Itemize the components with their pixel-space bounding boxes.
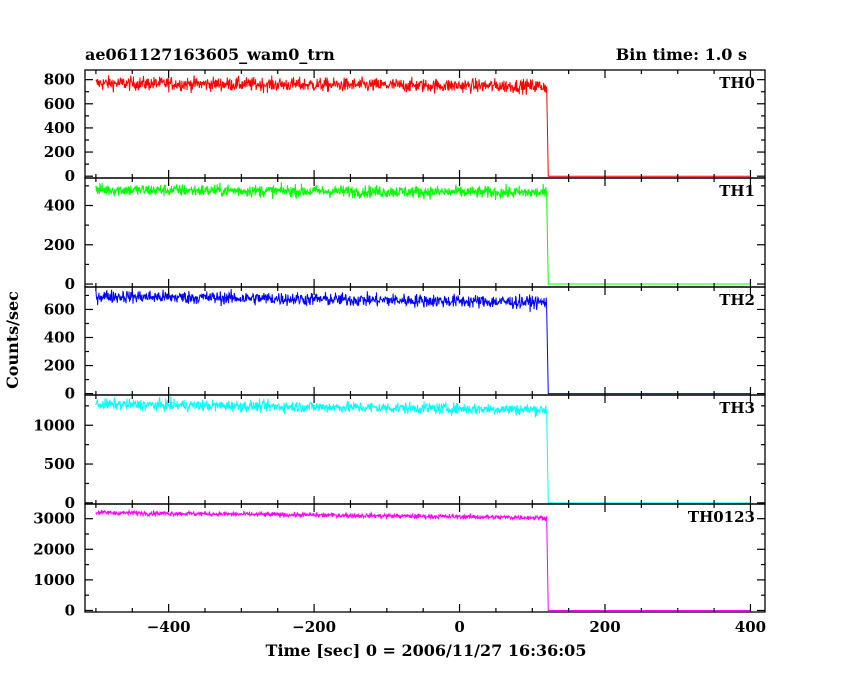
y-tick-label: 3000 xyxy=(33,510,75,528)
panel-th0123: 0 1000 2000 3000 TH0123 xyxy=(33,503,766,619)
x-tick-label: −200 xyxy=(292,618,336,636)
y-tick-label: 0 xyxy=(65,601,75,619)
panel-frame xyxy=(84,286,766,396)
y-tick-label: 400 xyxy=(44,119,75,137)
panel-label-th1: TH1 xyxy=(719,182,755,200)
y-tick-label: 400 xyxy=(44,196,75,214)
panel-label-th0: TH0 xyxy=(719,74,755,92)
panel-th1: 0 200 400 TH1 xyxy=(44,177,766,293)
x-tick-label: 0 xyxy=(454,618,464,636)
y-tick-label: 200 xyxy=(44,143,75,161)
chart-title: ae061127163605_wam0_trn xyxy=(85,45,335,64)
bin-time-label: Bin time: 1.0 s xyxy=(616,45,747,64)
y-tick-label: 200 xyxy=(44,236,75,254)
y-tick-label: 2000 xyxy=(33,540,75,558)
y-tick-label: 1000 xyxy=(33,571,75,589)
y-tick-label: 1000 xyxy=(33,416,75,434)
y-tick-label: 600 xyxy=(44,300,75,318)
panel-frame xyxy=(84,503,766,613)
y-axis-label: Counts/sec xyxy=(3,291,22,389)
panel-th3: 0 500 1000 TH3 xyxy=(33,394,766,512)
y-tick-label: 0 xyxy=(65,494,75,512)
x-tick-label: 200 xyxy=(589,618,620,636)
panel-label-th2: TH2 xyxy=(719,291,755,309)
y-tick-label: 500 xyxy=(44,455,75,473)
series-line-th0 xyxy=(95,75,751,177)
panel-th2: 0 200 400 600 TH2 xyxy=(44,286,766,403)
y-tick-label: 400 xyxy=(44,328,75,346)
panel-label-th3: TH3 xyxy=(719,399,755,417)
x-axis-label: Time [sec] 0 = 2006/11/27 16:36:05 xyxy=(266,641,587,660)
series-line-th3 xyxy=(95,396,751,504)
series-line-th0123 xyxy=(95,508,751,611)
y-tick-label: 800 xyxy=(44,71,75,89)
y-tick-label: 0 xyxy=(65,275,75,293)
y-tick-label: 200 xyxy=(44,357,75,375)
y-tick-label: 600 xyxy=(44,95,75,113)
y-tick-label: 0 xyxy=(65,167,75,185)
y-tick-label: 0 xyxy=(65,385,75,403)
panel-th0: 0 200 400 600 800 TH0 xyxy=(44,69,766,185)
x-tick-label: 400 xyxy=(735,618,766,636)
panel-frame xyxy=(84,394,766,505)
series-line-th1 xyxy=(95,181,751,285)
panel-label-th0123: TH0123 xyxy=(688,508,755,526)
series-line-th2 xyxy=(95,289,751,395)
x-tick-label: −400 xyxy=(147,618,191,636)
